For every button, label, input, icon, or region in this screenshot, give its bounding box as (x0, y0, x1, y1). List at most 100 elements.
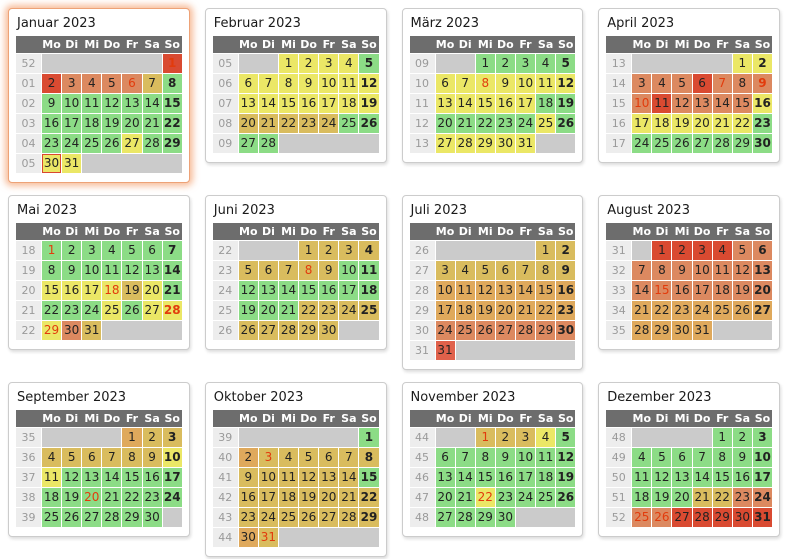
day-cell[interactable]: 2 (62, 241, 82, 260)
day-cell[interactable]: 10 (632, 94, 652, 113)
day-cell[interactable]: 10 (752, 448, 772, 467)
day-cell[interactable]: 12 (652, 468, 672, 487)
day-cell[interactable]: 15 (278, 94, 299, 113)
day-cell[interactable]: 2 (495, 54, 515, 73)
day-cell[interactable]: 10 (692, 261, 712, 280)
day-cell[interactable]: 18 (82, 114, 102, 133)
day-cell[interactable]: 16 (62, 281, 82, 300)
day-cell[interactable]: 26 (359, 114, 379, 133)
day-cell[interactable]: 8 (122, 448, 142, 467)
day-cell[interactable]: 10 (515, 448, 536, 467)
day-cell[interactable]: 17 (319, 94, 339, 113)
day-cell[interactable]: 11 (82, 94, 102, 113)
day-cell[interactable]: 2 (732, 428, 752, 447)
day-cell[interactable]: 27 (435, 134, 455, 153)
day-cell[interactable]: 13 (258, 281, 278, 300)
day-cell[interactable]: 9 (495, 74, 515, 93)
day-cell[interactable]: 29 (536, 321, 556, 340)
day-cell[interactable]: 26 (102, 134, 122, 153)
day-cell[interactable]: 2 (556, 241, 576, 260)
day-cell[interactable]: 3 (515, 54, 536, 73)
day-cell[interactable]: 28 (455, 508, 475, 527)
day-cell[interactable]: 13 (435, 468, 455, 487)
day-cell[interactable]: 21 (712, 114, 732, 133)
day-cell[interactable]: 12 (102, 94, 122, 113)
day-cell[interactable]: 18 (652, 114, 672, 133)
day-cell[interactable]: 12 (732, 261, 752, 280)
day-cell[interactable]: 15 (122, 468, 142, 487)
day-cell[interactable]: 28 (455, 134, 475, 153)
day-cell[interactable]: 14 (692, 468, 712, 487)
day-cell[interactable]: 15 (475, 468, 495, 487)
day-cell[interactable]: 9 (672, 261, 692, 280)
day-cell[interactable]: 9 (62, 261, 82, 280)
day-cell[interactable]: 20 (122, 114, 142, 133)
day-cell[interactable]: 10 (319, 74, 339, 93)
day-cell[interactable]: 1 (299, 241, 319, 260)
day-cell[interactable]: 10 (515, 74, 536, 93)
day-cell[interactable]: 9 (42, 94, 62, 113)
day-cell[interactable]: 4 (536, 428, 556, 447)
day-cell[interactable]: 8 (712, 448, 732, 467)
day-cell[interactable]: 20 (142, 281, 162, 300)
day-cell[interactable]: 29 (122, 508, 142, 527)
day-cell[interactable]: 14 (455, 94, 475, 113)
day-cell[interactable]: 7 (102, 448, 122, 467)
day-cell[interactable]: 28 (692, 508, 712, 527)
day-cell[interactable]: 2 (42, 74, 62, 93)
day-cell[interactable]: 31 (258, 528, 278, 547)
day-cell[interactable]: 22 (536, 301, 556, 320)
day-cell[interactable]: 29 (475, 508, 495, 527)
day-cell[interactable]: 24 (339, 301, 359, 320)
day-cell[interactable]: 19 (732, 281, 752, 300)
day-cell[interactable]: 2 (752, 54, 772, 73)
day-cell[interactable]: 19 (102, 114, 122, 133)
day-cell[interactable]: 1 (475, 428, 495, 447)
day-cell[interactable]: 13 (122, 94, 142, 113)
day-cell[interactable]: 8 (475, 74, 495, 93)
day-cell[interactable]: 6 (435, 74, 455, 93)
day-cell[interactable]: 9 (495, 448, 515, 467)
day-cell[interactable]: 17 (515, 94, 536, 113)
day-cell[interactable]: 18 (536, 94, 556, 113)
day-cell[interactable]: 26 (556, 488, 576, 507)
day-cell[interactable]: 22 (278, 114, 299, 133)
day-cell[interactable]: 17 (692, 281, 712, 300)
day-cell[interactable]: 14 (102, 468, 122, 487)
day-cell[interactable]: 28 (142, 134, 162, 153)
day-cell[interactable]: 8 (475, 448, 495, 467)
day-cell[interactable]: 5 (122, 241, 142, 260)
day-cell[interactable]: 21 (162, 281, 182, 300)
day-cell[interactable]: 4 (455, 261, 475, 280)
day-cell[interactable]: 6 (142, 241, 162, 260)
day-cell[interactable]: 28 (632, 321, 652, 340)
day-cell[interactable]: 3 (515, 428, 536, 447)
day-cell[interactable]: 23 (752, 114, 772, 133)
day-cell[interactable]: 2 (142, 428, 162, 447)
day-cell[interactable]: 21 (455, 488, 475, 507)
day-cell[interactable]: 6 (752, 241, 772, 260)
day-cell[interactable]: 4 (339, 54, 359, 73)
day-cell[interactable]: 11 (339, 74, 359, 93)
day-cell[interactable]: 20 (258, 301, 278, 320)
day-cell[interactable]: 22 (712, 488, 732, 507)
day-cell[interactable]: 15 (359, 468, 379, 487)
day-cell[interactable]: 13 (495, 281, 515, 300)
day-cell[interactable]: 4 (42, 448, 62, 467)
day-cell[interactable]: 10 (435, 281, 455, 300)
day-cell[interactable]: 26 (732, 301, 752, 320)
day-cell[interactable]: 25 (536, 114, 556, 133)
day-cell[interactable]: 5 (475, 261, 495, 280)
day-cell[interactable]: 4 (278, 448, 299, 467)
day-cell[interactable]: 18 (278, 488, 299, 507)
day-cell[interactable]: 29 (652, 321, 672, 340)
day-cell[interactable]: 30 (319, 321, 339, 340)
day-cell[interactable]: 29 (475, 134, 495, 153)
day-cell[interactable]: 17 (82, 281, 102, 300)
day-cell[interactable]: 21 (455, 114, 475, 133)
day-cell[interactable]: 18 (536, 468, 556, 487)
day-cell[interactable]: 13 (319, 468, 339, 487)
day-cell[interactable]: 18 (339, 94, 359, 113)
day-cell[interactable]: 11 (42, 468, 62, 487)
day-cell[interactable]: 7 (712, 74, 732, 93)
